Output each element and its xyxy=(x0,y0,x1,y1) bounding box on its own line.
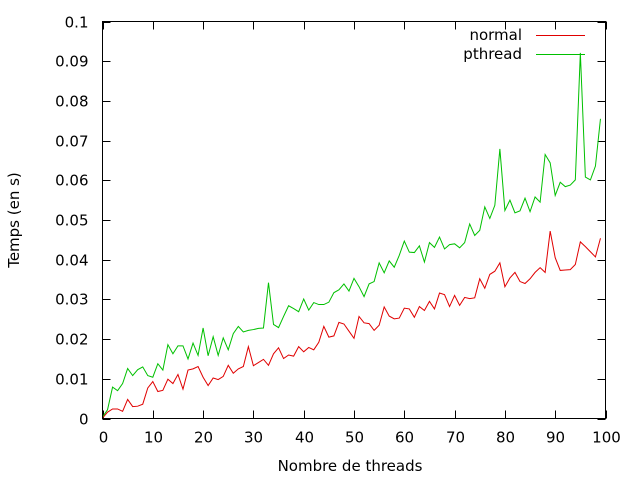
y-tick-label: 0.02 xyxy=(55,331,88,349)
x-tick-label: 40 xyxy=(295,429,314,447)
y-tick-label: 0.03 xyxy=(55,291,88,309)
x-axis-label: Nombre de threads xyxy=(278,457,423,475)
y-tick-label: 0.05 xyxy=(55,212,88,230)
series-line-pthread xyxy=(102,52,601,418)
legend-label-normal: normal xyxy=(469,26,522,44)
tick-labels: 0 10 20 30 40 50 60 70 80 90 100 0 0.01 0.02 0.03 0.04 0… xyxy=(55,14,621,447)
x-tick-label: 0 xyxy=(99,429,109,447)
x-tick-label: 30 xyxy=(244,429,263,447)
y-axis-label: Temps (en s) xyxy=(5,172,23,269)
y-tick-label: 0.08 xyxy=(55,93,88,111)
x-tick-label: 50 xyxy=(345,429,364,447)
x-tick-label: 100 xyxy=(592,429,621,447)
y-tick-label: 0.09 xyxy=(55,53,88,71)
y-tick-label: 0.04 xyxy=(55,252,88,270)
series-line-normal xyxy=(102,231,601,419)
y-tick-label: 0.1 xyxy=(65,14,89,32)
y-tick-label: 0.06 xyxy=(55,172,88,190)
y-tick-label: 0.07 xyxy=(55,133,88,151)
y-tick-label: 0.01 xyxy=(55,371,88,389)
x-tick-label: 60 xyxy=(395,429,414,447)
x-tick-label: 90 xyxy=(546,429,565,447)
x-tick-label: 70 xyxy=(446,429,465,447)
tick-marks xyxy=(102,21,607,420)
x-tick-label: 20 xyxy=(194,429,213,447)
x-tick-label: 80 xyxy=(496,429,515,447)
legend-label-pthread: pthread xyxy=(463,45,522,63)
x-tick-label: 10 xyxy=(144,429,163,447)
series-lines xyxy=(102,52,601,419)
plot-frame xyxy=(102,21,606,419)
y-tick-label: 0 xyxy=(79,411,89,429)
